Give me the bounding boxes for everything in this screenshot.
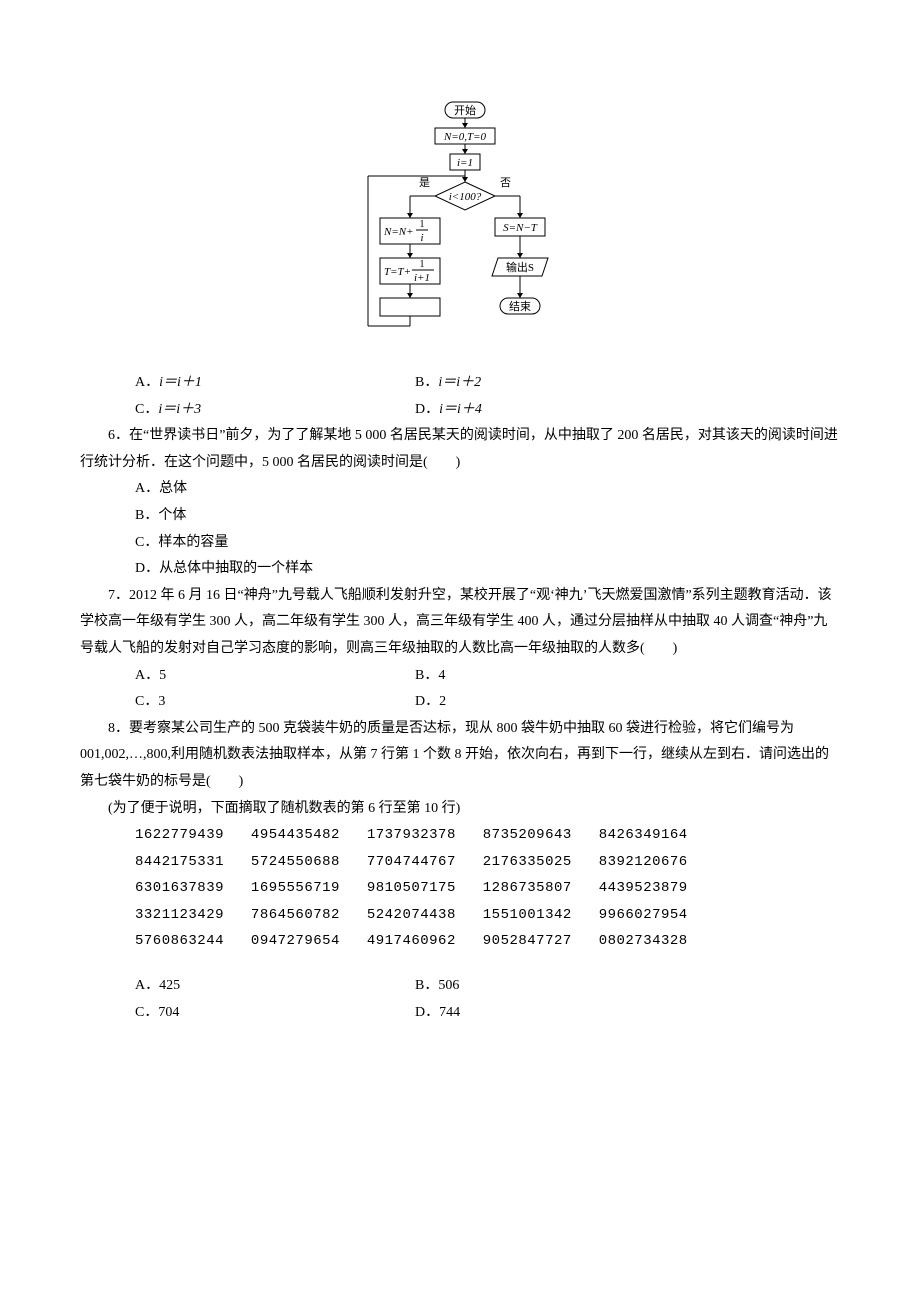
- q5-opt-b: B．i＝i＋2: [415, 370, 695, 397]
- rand-cell: 7864560782: [251, 907, 340, 923]
- q5-c-expr: i＝i＋3: [158, 402, 201, 417]
- q8-opt-a: A．425: [135, 973, 415, 1000]
- q7-row-1: A．5 B．4: [135, 663, 840, 690]
- rand-cell: 0802734328: [599, 933, 688, 949]
- q6-opt-c: C．样本的容量: [135, 530, 840, 557]
- rand-cell: 1695556719: [251, 880, 340, 896]
- fc-snt: S=N−T: [503, 222, 538, 234]
- rand-cell: 0947279654: [251, 933, 340, 949]
- rand-row-0: 1622779439 4954435482 1737932378 8735209…: [135, 822, 840, 849]
- rand-cell: 5724550688: [251, 854, 340, 870]
- rand-cell: 5760863244: [135, 933, 224, 949]
- q5-opt-c: C．i＝i＋3: [135, 397, 415, 424]
- q5-d-expr: i＝i＋4: [439, 402, 482, 417]
- q8-row-1: A．425 B．506: [135, 973, 840, 1000]
- q5-row-2: C．i＝i＋3 D．i＝i＋4: [135, 397, 840, 424]
- rand-cell: 4917460962: [367, 933, 456, 949]
- rand-row-3: 3321123429 7864560782 5242074438 1551001…: [135, 902, 840, 929]
- q5-row-1: A．i＝i＋1 B．i＝i＋2: [135, 370, 840, 397]
- page-content: 开始 N=0,T=0 i=1 i<100? 是 否 N=N+: [0, 0, 920, 1086]
- rand-cell: 8392120676: [599, 854, 688, 870]
- q6-opt-d: D．从总体中抽取的一个样本: [135, 556, 840, 583]
- rand-row-4: 5760863244 0947279654 4917460962 9052847…: [135, 928, 840, 955]
- rand-cell: 1622779439: [135, 827, 224, 843]
- rand-cell: 7704744767: [367, 854, 456, 870]
- rand-cell: 8426349164: [599, 827, 688, 843]
- q5-c-label: C．: [135, 402, 158, 417]
- fc-tupd-prefix: T=T+: [384, 266, 411, 278]
- q5-opt-d: D．i＝i＋4: [415, 397, 695, 424]
- rand-cell: 2176335025: [483, 854, 572, 870]
- rand-cell: 4439523879: [599, 880, 688, 896]
- fc-yes: 是: [419, 176, 430, 189]
- q8-row-2: C．704 D．744: [135, 1000, 840, 1027]
- rand-cell: 1551001342: [483, 907, 572, 923]
- fc-end: 结束: [509, 300, 531, 313]
- rand-cell: 5242074438: [367, 907, 456, 923]
- q6-text: 6．在“世界读书日”前夕，为了了解某地 5 000 名居民某天的阅读时间，从中抽…: [80, 423, 840, 476]
- q5-b-expr: i＝i＋2: [438, 375, 481, 390]
- rand-cell: 8735209643: [483, 827, 572, 843]
- q8-opt-b: B．506: [415, 973, 695, 1000]
- random-number-table: 1622779439 4954435482 1737932378 8735209…: [135, 822, 840, 955]
- q5-b-label: B．: [415, 375, 438, 390]
- q6-opt-a: A．总体: [135, 476, 840, 503]
- rand-row-2: 6301637839 1695556719 9810507175 1286735…: [135, 875, 840, 902]
- spacer: [80, 955, 840, 973]
- q7-opt-c: C．3: [135, 689, 415, 716]
- fc-nupd-prefix: N=N+: [383, 226, 414, 238]
- q6-opt-b: B．个体: [135, 503, 840, 530]
- q5-d-label: D．: [415, 402, 439, 417]
- rand-cell: 4954435482: [251, 827, 340, 843]
- rand-cell: 3321123429: [135, 907, 224, 923]
- q5-opt-a: A．i＝i＋1: [135, 370, 415, 397]
- q8-opt-d: D．744: [415, 1000, 695, 1027]
- rand-cell: 9052847727: [483, 933, 572, 949]
- flowchart-container: 开始 N=0,T=0 i=1 i<100? 是 否 N=N+: [80, 100, 840, 360]
- q8-opt-c: C．704: [135, 1000, 415, 1027]
- flowchart-svg: 开始 N=0,T=0 i=1 i<100? 是 否 N=N+: [360, 100, 560, 360]
- fc-init: N=0,T=0: [443, 131, 487, 143]
- rand-cell: 6301637839: [135, 880, 224, 896]
- fc-no: 否: [500, 177, 511, 189]
- fc-cond: i<100?: [449, 191, 482, 203]
- rand-cell: 9810507175: [367, 880, 456, 896]
- q8-note: (为了便于说明，下面摘取了随机数表的第 6 行至第 10 行): [80, 796, 840, 823]
- fc-nupd-den: i: [420, 232, 423, 244]
- q7-opt-a: A．5: [135, 663, 415, 690]
- rand-cell: 1286735807: [483, 880, 572, 896]
- q7-row-2: C．3 D．2: [135, 689, 840, 716]
- q5-a-expr: i＝i＋1: [159, 375, 202, 390]
- fc-out: 输出S: [506, 260, 534, 274]
- rand-row-1: 8442175331 5724550688 7704744767 2176335…: [135, 849, 840, 876]
- rand-cell: 8442175331: [135, 854, 224, 870]
- q7-opt-b: B．4: [415, 663, 695, 690]
- q8-text: 8．要考察某公司生产的 500 克袋装牛奶的质量是否达标，现从 800 袋牛奶中…: [80, 716, 840, 796]
- q7-text: 7．2012 年 6 月 16 日“神舟”九号载人飞船顺利发射升空，某校开展了“…: [80, 583, 840, 663]
- rand-cell: 1737932378: [367, 827, 456, 843]
- fc-tupd-num: 1: [420, 259, 425, 270]
- q5-a-label: A．: [135, 375, 159, 390]
- rand-cell: 9966027954: [599, 907, 688, 923]
- q7-opt-d: D．2: [415, 689, 695, 716]
- fc-tupd-den: i+1: [414, 272, 430, 284]
- fc-start: 开始: [454, 103, 476, 117]
- fc-nupd-num: 1: [420, 219, 425, 230]
- fc-i1: i=1: [457, 157, 473, 169]
